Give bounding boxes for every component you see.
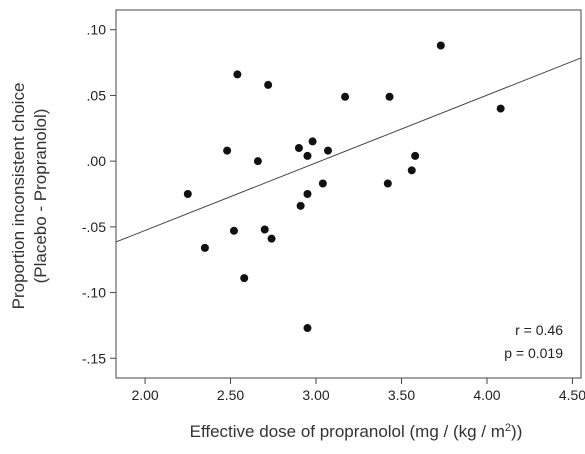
y-tick-label: .00 — [87, 153, 107, 169]
data-point — [303, 151, 312, 160]
data-point — [341, 92, 350, 101]
x-axis-title: Effective dose of propranolol (mg / (kg … — [190, 422, 523, 441]
x-tick-label: 3.50 — [388, 387, 415, 403]
y-axis-ticks: .10 .05 .00 -.05 -.10 -.15 — [82, 22, 116, 366]
y-axis-title: Proportion inconsistent choice (Placebo … — [9, 83, 50, 310]
x-tick-label: 3.00 — [302, 387, 329, 403]
data-point — [303, 190, 312, 198]
data-point — [183, 190, 192, 198]
data-point — [411, 151, 420, 160]
data-point — [318, 179, 327, 188]
data-point — [253, 157, 262, 166]
y-tick-label: .10 — [87, 22, 107, 38]
data-point — [385, 92, 394, 101]
regression-line — [115, 57, 582, 243]
data-point — [383, 179, 392, 188]
data-point — [308, 137, 317, 146]
data-point — [260, 225, 269, 234]
x-tick-label: 2.50 — [217, 387, 244, 403]
data-point — [407, 166, 416, 175]
x-axis-title-superscript: 2 — [505, 422, 511, 434]
y-tick-label: -.05 — [82, 219, 106, 235]
data-points — [183, 41, 505, 333]
y-tick-label: .05 — [87, 87, 107, 103]
data-point — [233, 70, 242, 79]
data-point — [496, 104, 505, 113]
data-point — [229, 226, 238, 235]
y-tick-label: -.15 — [82, 350, 106, 366]
data-point — [303, 324, 312, 333]
annotation-p: p = 0.019 — [504, 345, 563, 361]
data-point — [264, 80, 273, 89]
y-tick-label: -.10 — [82, 285, 106, 301]
y-axis-title-line2: (Placebo - Propranolol) — [31, 109, 50, 284]
data-point — [223, 146, 232, 155]
x-tick-label: 4.00 — [473, 387, 500, 403]
data-point — [200, 243, 209, 252]
plot-frame — [115, 9, 582, 379]
x-tick-label: 4.50 — [559, 387, 585, 403]
data-point — [240, 274, 249, 283]
data-point — [323, 146, 332, 155]
data-point — [267, 234, 276, 243]
annotation-r: r = 0.46 — [515, 322, 563, 338]
x-tick-label: 2.00 — [131, 387, 158, 403]
data-point — [296, 201, 305, 210]
data-point — [294, 144, 303, 152]
data-point — [436, 41, 445, 50]
x-axis-ticks: 2.00 2.50 3.00 3.50 4.00 4.50 — [131, 378, 585, 403]
y-axis-title-line1: Proportion inconsistent choice — [9, 83, 28, 310]
